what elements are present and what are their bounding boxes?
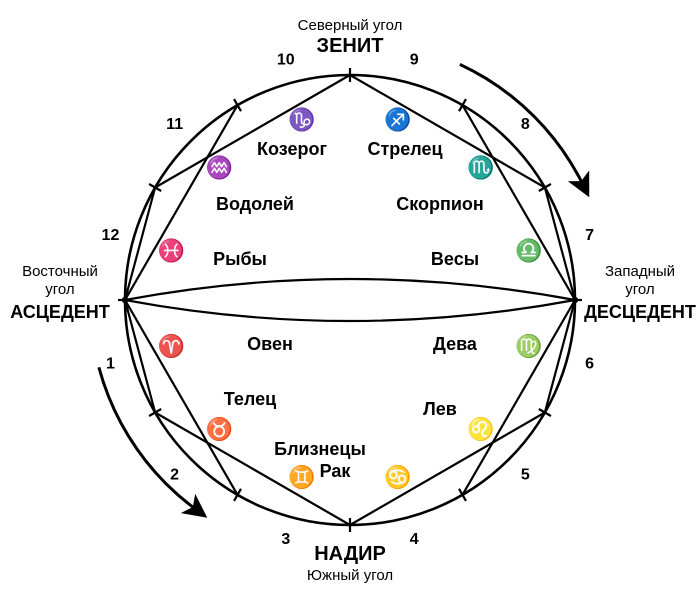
house-number: 8 — [521, 116, 530, 133]
sign-label: Рыбы — [213, 249, 267, 269]
title-left-small2: угол — [45, 281, 74, 298]
house-number: 2 — [170, 467, 179, 484]
zodiac-glyph: ♈ — [158, 334, 185, 359]
zodiac-glyph: ♏ — [467, 155, 494, 180]
sign-label: Овен — [247, 334, 293, 354]
title-bottom-small: Южный угол — [307, 567, 393, 584]
title-right-small1: Западный — [605, 263, 675, 280]
house-number: 4 — [410, 531, 419, 548]
cardinal-dot — [122, 297, 128, 303]
zodiac-glyph: ♐ — [384, 107, 411, 132]
sign-label: Близнецы — [274, 439, 366, 459]
zodiac-glyph: ♒ — [205, 155, 232, 180]
center-lens — [125, 279, 575, 321]
sign-label: Козерог — [257, 139, 327, 159]
zodiac-glyph: ♓ — [158, 238, 185, 263]
astro-wheel: 123456789101112♈♉♊♋♌♍♎♏♐♑♒♓ОвенТелецБлиз… — [0, 0, 700, 594]
house-number: 6 — [585, 355, 594, 372]
zodiac-glyph: ♊ — [288, 465, 315, 490]
sign-label: Весы — [431, 249, 479, 269]
sign-label: Лев — [423, 399, 457, 419]
house-number: 5 — [521, 467, 530, 484]
house-number: 12 — [102, 227, 120, 244]
inner-line — [125, 188, 155, 301]
zodiac-glyph: ♉ — [205, 417, 232, 442]
inner-line — [350, 75, 545, 188]
title-right-small2: угол — [625, 281, 654, 298]
inner-line — [155, 75, 350, 188]
house-number: 10 — [277, 52, 295, 69]
inner-line — [463, 300, 576, 495]
house-number: 11 — [166, 116, 183, 133]
title-left-big: АСЦЕДЕНТ — [10, 302, 110, 322]
title-right-big: ДЕСЦЕДЕНТ — [584, 302, 696, 322]
house-number: 9 — [410, 52, 419, 69]
inner-line — [545, 300, 575, 413]
house-number: 1 — [106, 355, 115, 372]
title-left-small1: Восточный — [22, 263, 98, 280]
zodiac-glyph: ♍ — [515, 334, 542, 359]
sign-label: Скорпион — [396, 194, 484, 214]
sign-label: Водолей — [216, 194, 294, 214]
title-bottom-big: НАДИР — [314, 543, 386, 565]
title-top-big: ЗЕНИТ — [317, 35, 384, 57]
sign-label: Дева — [433, 334, 478, 354]
cardinal-dot — [572, 297, 578, 303]
inner-line — [545, 188, 575, 301]
zodiac-glyph: ♑ — [288, 107, 315, 132]
sign-label: Стрелец — [367, 139, 442, 159]
sign-label: Телец — [224, 389, 276, 409]
house-number: 3 — [281, 531, 290, 548]
zodiac-glyph: ♌ — [467, 417, 494, 442]
inner-line — [125, 300, 238, 495]
inner-line — [350, 413, 545, 526]
title-top-small: Северный угол — [298, 17, 403, 34]
sign-label: Рак — [320, 461, 352, 481]
house-number: 7 — [585, 227, 594, 244]
zodiac-glyph: ♋ — [384, 465, 411, 490]
inner-line — [125, 300, 155, 413]
zodiac-glyph: ♎ — [515, 238, 542, 263]
